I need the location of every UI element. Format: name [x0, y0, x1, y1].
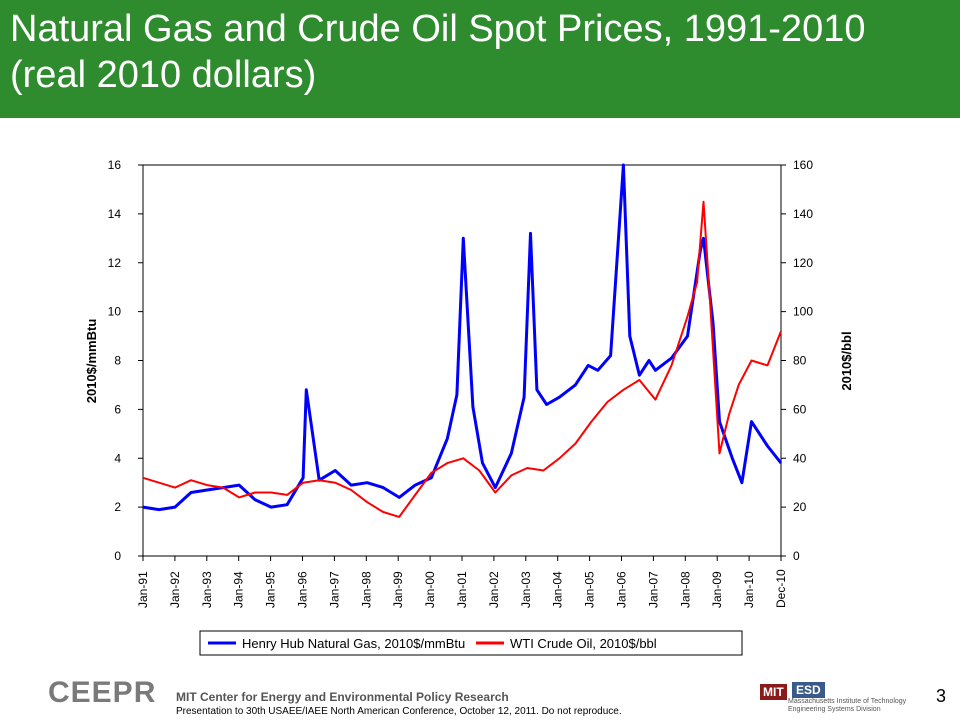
mit-name: Massachusetts Institute of Technology En… — [788, 698, 907, 713]
price-chart: 0246810121416020406080100120140160Jan-91… — [84, 158, 854, 656]
x-tick-label: Jan-98 — [359, 571, 373, 608]
y-left-tick-label: 10 — [108, 305, 122, 319]
x-tick-label: Jan-93 — [200, 571, 214, 608]
y-left-axis-label: 2010$/mmBtu — [84, 319, 99, 404]
x-tick-label: Dec-10 — [774, 569, 788, 608]
series-line-crude-oil — [142, 200, 782, 518]
x-tick-label: Jan-10 — [742, 571, 756, 608]
ceepr-logo: CEEPR — [48, 676, 157, 709]
y-left-tick-label: 14 — [108, 207, 122, 221]
center-name: MIT Center for Energy and Environmental … — [176, 690, 509, 704]
y-right-tick-label: 0 — [793, 549, 800, 563]
x-tick-label: Jan-09 — [710, 571, 724, 608]
header-bar: Natural Gas and Crude Oil Spot Prices, 1… — [0, 0, 960, 118]
y-right-tick-label: 120 — [793, 256, 813, 270]
series-line-natural-gas — [142, 163, 783, 512]
y-left-tick-label: 16 — [108, 158, 122, 172]
x-tick-label: Jan-01 — [455, 571, 469, 608]
y-right-axis-label: 2010$/bbl — [839, 331, 854, 390]
y-left-tick-label: 4 — [114, 451, 121, 465]
y-right-tick-label: 140 — [793, 207, 813, 221]
y-left-tick-label: 8 — [114, 354, 121, 368]
x-tick-label: Jan-07 — [646, 571, 660, 608]
y-right-tick-label: 40 — [793, 451, 807, 465]
x-tick-label: Jan-92 — [168, 571, 182, 608]
chart-area: 0 2 4 6 8 10 12 14 16 0 20 40 60 80 100 120 140 160 Jan-91… — [0, 140, 960, 670]
x-tick-label: Jan-06 — [615, 571, 629, 608]
x-tick-label: Jan-00 — [423, 571, 437, 608]
x-tick-label: Jan-96 — [296, 571, 310, 608]
x-tick-label: Jan-94 — [232, 571, 246, 608]
y-left-tick-label: 6 — [114, 402, 121, 416]
legend-label: Henry Hub Natural Gas, 2010$/mmBtu — [242, 636, 465, 651]
page-title: Natural Gas and Crude Oil Spot Prices, 1… — [10, 8, 866, 96]
mit-label: MIT — [760, 684, 787, 700]
x-tick-label: Jan-99 — [391, 571, 405, 608]
x-tick-label: Jan-02 — [487, 571, 501, 608]
mit-esd-logo: MIT ESD Massachusetts Institute of Techn… — [760, 682, 920, 716]
y-right-tick-label: 160 — [793, 158, 813, 172]
x-tick-label: Jan-95 — [264, 571, 278, 608]
esd-label: ESD — [792, 682, 825, 698]
legend-label: WTI Crude Oil, 2010$/bbl — [510, 636, 657, 651]
y-right-tick-label: 100 — [793, 305, 813, 319]
x-tick-label: Jan-04 — [551, 571, 565, 608]
presentation-note: Presentation to 30th USAEE/IAEE North Am… — [176, 706, 622, 717]
x-tick-label: Jan-03 — [519, 571, 533, 608]
y-left-tick-label: 0 — [114, 549, 121, 563]
x-tick-label: Jan-05 — [583, 571, 597, 608]
y-right-tick-label: 20 — [793, 500, 807, 514]
x-tick-label: Jan-08 — [678, 571, 692, 608]
y-right-tick-label: 60 — [793, 402, 807, 416]
y-right-tick-label: 80 — [793, 354, 807, 368]
y-left-tick-label: 12 — [108, 256, 122, 270]
legend-box — [199, 630, 743, 656]
y-left-tick-label: 2 — [114, 500, 121, 514]
page-number: 3 — [936, 686, 947, 706]
x-tick-label: Jan-97 — [327, 571, 341, 608]
x-tick-label: Jan-91 — [136, 571, 150, 608]
